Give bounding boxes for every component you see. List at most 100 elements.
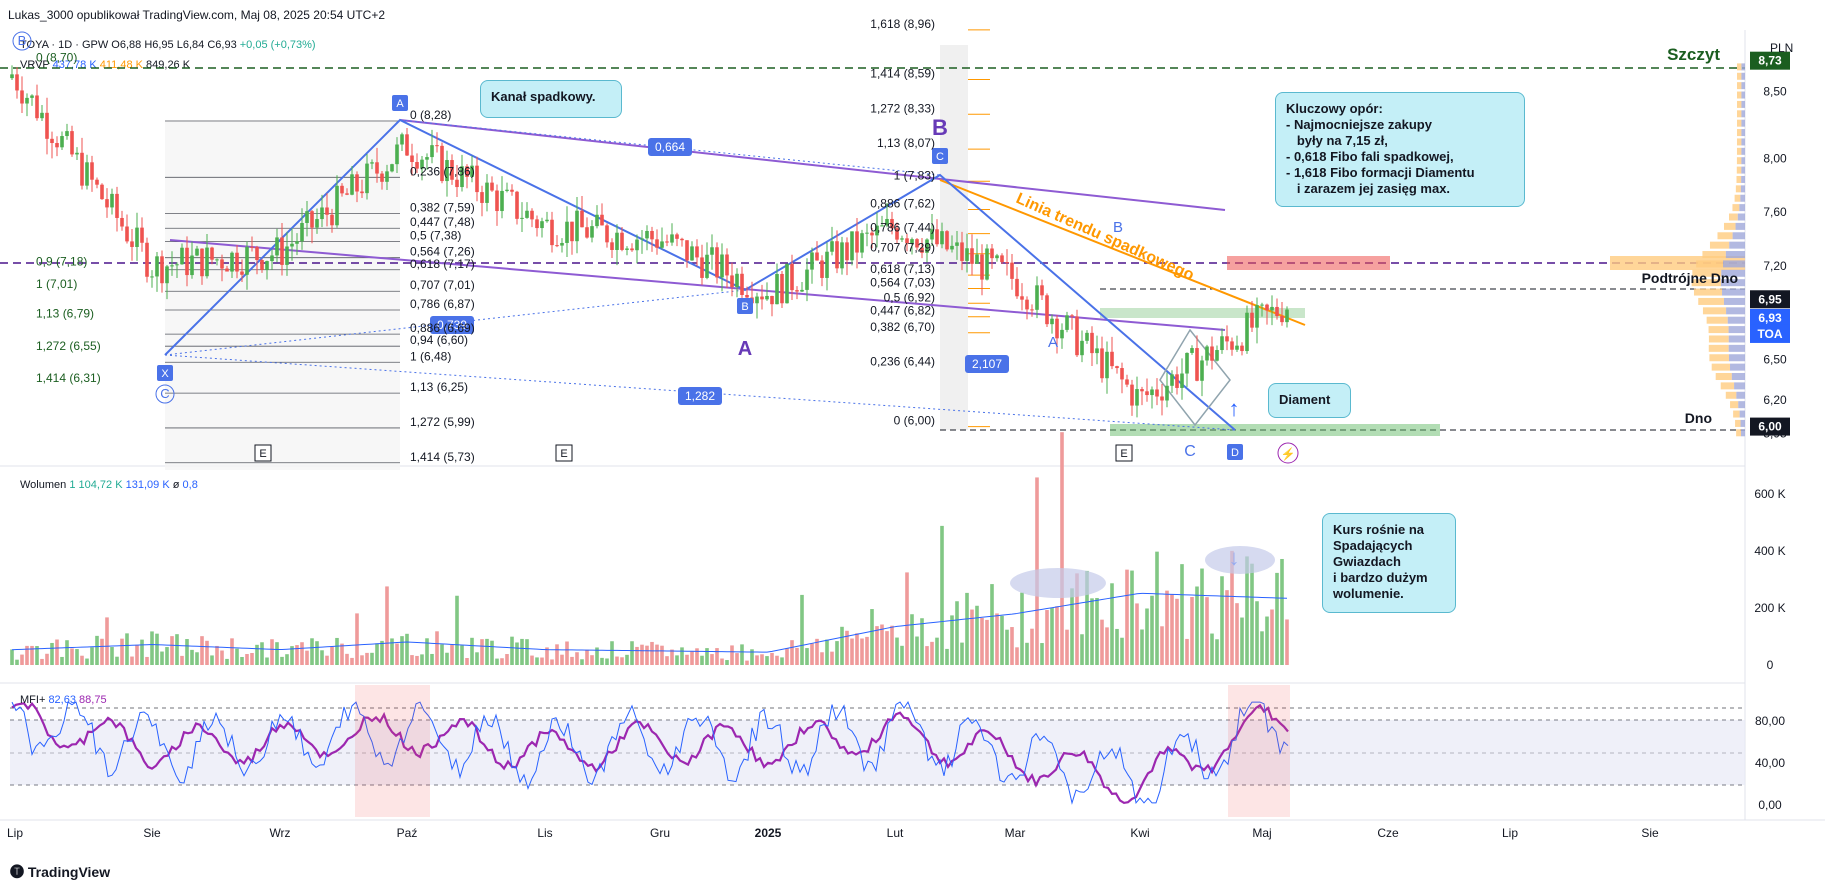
vrvp-bar-up xyxy=(1741,119,1745,127)
fib-mid1-label: 0,447 (7,48) xyxy=(410,215,475,229)
volume-bar xyxy=(710,654,714,665)
candle-body xyxy=(285,246,289,265)
point-b[interactable] xyxy=(737,298,753,314)
ratio-pill-label: 0,739 xyxy=(437,318,467,332)
candle-body xyxy=(160,256,164,284)
time-tick: Paź xyxy=(397,826,418,840)
volume-bar xyxy=(445,652,449,665)
volume-bar xyxy=(650,641,654,665)
symbol-name[interactable]: TOYA · 1D · GPW xyxy=(20,39,109,51)
volume-bar xyxy=(365,652,369,665)
time-axis[interactable]: Lip Sie Wrz Paź Lis Gru 2025 Lut Mar Kwi Maj Cze Lip… xyxy=(7,826,1659,840)
volume-bar xyxy=(80,655,84,665)
volume-bar xyxy=(515,642,519,665)
candle-body xyxy=(105,199,109,208)
point-c[interactable] xyxy=(932,148,948,164)
trendline[interactable] xyxy=(939,179,1306,326)
volume-bar xyxy=(1060,432,1064,665)
event-e[interactable] xyxy=(555,444,573,462)
candle-body xyxy=(1055,318,1059,339)
point-x[interactable] xyxy=(157,365,173,381)
volume-bar xyxy=(1190,596,1194,665)
vrvp-bar-down xyxy=(1723,222,1736,230)
channel-lower[interactable] xyxy=(169,239,1226,331)
currency-label[interactable]: PLN xyxy=(1770,41,1793,55)
candle-body xyxy=(735,273,739,288)
price-axis[interactable]: 8,508,007,607,206,806,506,205,95 xyxy=(1763,85,1787,441)
fib-mid2-label: 1 (7,83) xyxy=(894,168,935,182)
event-e[interactable] xyxy=(1115,444,1133,462)
candle-body xyxy=(150,276,154,278)
candle-body xyxy=(705,254,709,278)
breakout-zone[interactable] xyxy=(1100,308,1305,318)
volume-bar xyxy=(610,641,614,665)
candle-body xyxy=(25,97,29,104)
channel-upper[interactable] xyxy=(399,119,1226,211)
candle-body xyxy=(525,210,529,218)
candle-body xyxy=(1110,351,1114,367)
volume-bar xyxy=(425,638,429,665)
volume-callout[interactable]: Kurs rośnie na Spadających Gwiazdach i bard… xyxy=(1322,513,1456,613)
volume-bar xyxy=(1160,626,1164,665)
candle-body xyxy=(880,225,884,227)
candle-body xyxy=(1190,348,1194,353)
price-badge-label: 6,00 xyxy=(1758,420,1782,434)
volume-bar xyxy=(55,639,59,665)
volume-bar xyxy=(1095,597,1099,665)
ratio-pill[interactable] xyxy=(965,355,1009,373)
diamond-callout[interactable]: Diament xyxy=(1268,383,1351,418)
diamond-shape[interactable] xyxy=(1159,328,1231,427)
volume-bar xyxy=(970,609,974,665)
channel-callout[interactable]: Kanał spadkowy. xyxy=(480,80,622,118)
candle-body xyxy=(660,241,664,248)
candle-body xyxy=(460,166,464,188)
volume-bar xyxy=(605,658,609,665)
volume-bar xyxy=(70,648,74,665)
ratio-pill[interactable] xyxy=(430,316,474,334)
vrvp-bar-up xyxy=(1741,110,1745,118)
fib-mid2-label: 0,5 (6,92) xyxy=(884,290,935,304)
point-d[interactable] xyxy=(1227,444,1243,460)
volume-bar xyxy=(165,647,169,665)
ratio-pill[interactable] xyxy=(648,138,692,156)
time-tick: Gru xyxy=(650,826,670,840)
volume-bar xyxy=(465,658,469,665)
candle-body xyxy=(575,210,579,242)
resistance-zone[interactable] xyxy=(1227,256,1390,270)
vrvp-bar-down xyxy=(1736,110,1742,118)
candle-body xyxy=(365,163,369,194)
ratio-pill[interactable] xyxy=(678,387,722,405)
resistance-callout[interactable]: Kluczowy opór: - Najmocniejsze zakupy był… xyxy=(1275,92,1525,207)
candle-body xyxy=(665,241,669,243)
tradingview-logo[interactable]: 🅣 TradingView xyxy=(10,862,110,882)
candle-body xyxy=(400,134,404,145)
support-zone[interactable] xyxy=(1110,424,1440,436)
candle-body xyxy=(420,159,424,169)
volume-bar xyxy=(740,644,744,665)
volume-bar xyxy=(335,637,339,665)
volume-bar xyxy=(1085,570,1089,665)
ohlc-close: C6,93 xyxy=(207,39,237,51)
volume-bar xyxy=(730,645,734,665)
volume-bar xyxy=(535,657,539,665)
vrvp-bar-up xyxy=(1741,429,1745,437)
vrvp-bar-up xyxy=(1736,391,1745,399)
vrvp-bar-down xyxy=(1735,419,1741,427)
volume-title[interactable]: Wolumen xyxy=(20,479,67,491)
volume-bar xyxy=(685,654,689,665)
mfi-title[interactable]: MFI+ xyxy=(20,694,46,706)
vrvp-bar-up xyxy=(1741,157,1745,165)
volume-bar xyxy=(530,655,534,665)
volume-v5: 0,8 xyxy=(182,479,198,491)
bottom-label: Dno xyxy=(1685,410,1712,426)
candle-body xyxy=(1195,348,1199,381)
time-tick: Mar xyxy=(1005,826,1026,840)
point-a[interactable] xyxy=(392,95,408,111)
lightning-icon[interactable] xyxy=(1277,442,1299,464)
candle-body xyxy=(1035,285,1039,310)
fib-mid1-label: 0,707 (7,01) xyxy=(410,278,475,292)
volume-bar xyxy=(990,584,994,665)
candle-body xyxy=(645,230,649,239)
event-e[interactable] xyxy=(254,444,272,462)
